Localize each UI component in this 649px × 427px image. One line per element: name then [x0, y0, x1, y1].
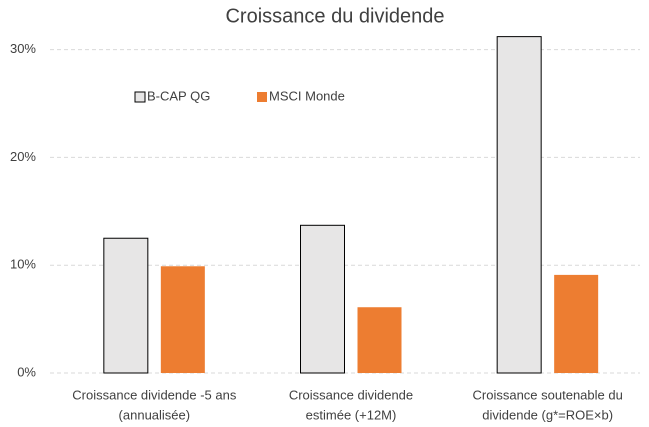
x-tick-label: (annualisée) [119, 407, 191, 422]
y-tick-label: 0% [17, 364, 36, 379]
x-tick-label: Croissance dividende [289, 387, 413, 402]
x-tick-label: estimée (+12M) [306, 407, 397, 422]
x-tick-label: Croissance soutenable du [473, 387, 623, 402]
bar [554, 274, 599, 373]
bar [357, 307, 402, 373]
y-tick-label: 20% [10, 149, 36, 164]
x-tick-label: dividende (g*=ROE×b) [482, 407, 613, 422]
legend-label: MSCI Monde [269, 88, 345, 103]
legend-swatch [257, 92, 267, 102]
bar [160, 266, 205, 373]
bar [496, 36, 542, 374]
legend-swatch [134, 91, 146, 103]
bar [300, 224, 345, 374]
legend-label: B-CAP QG [147, 88, 210, 103]
x-tick-label: Croissance dividende -5 ans [72, 387, 237, 402]
chart-title: Croissance du dividende [225, 5, 444, 27]
bar [103, 237, 149, 374]
y-tick-label: 30% [10, 41, 36, 56]
y-tick-label: 10% [10, 257, 36, 272]
